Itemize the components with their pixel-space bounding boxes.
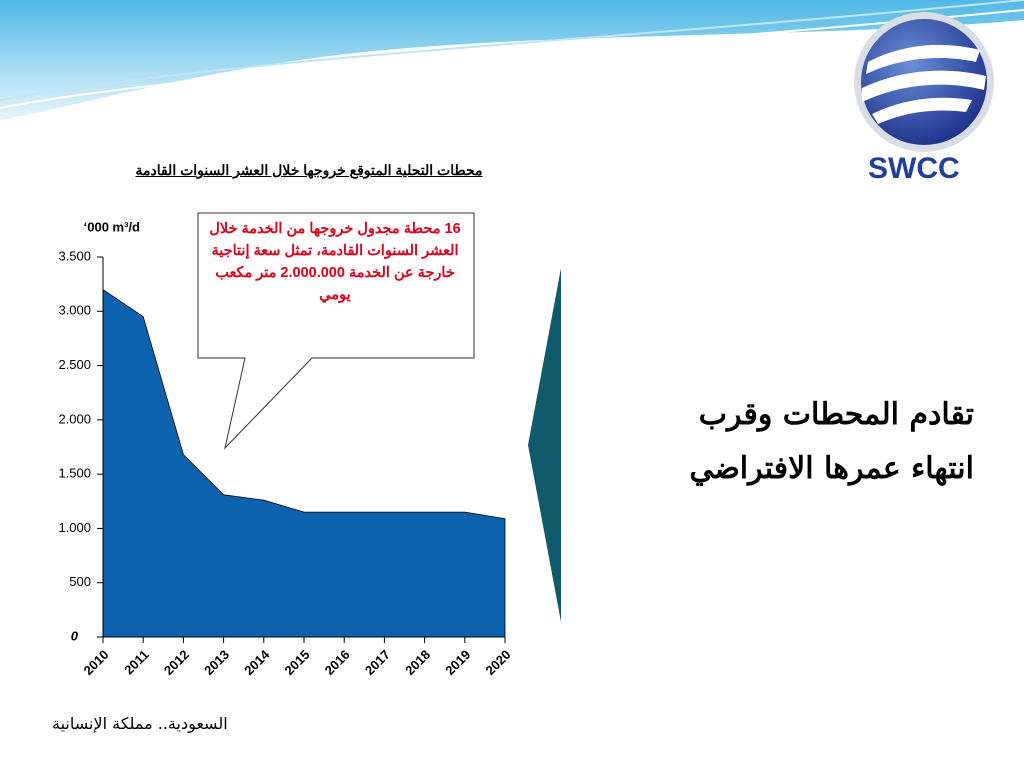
heading-line: تقادم المحطات وقرب: [698, 397, 974, 432]
x-tick-label: 2020: [482, 647, 513, 678]
top-wave: [0, 0, 1024, 120]
x-tick-label: 2016: [322, 647, 353, 678]
y-tick-label: 1.500: [58, 466, 91, 481]
callout-box: [197, 212, 475, 450]
x-tick-label: 2012: [161, 647, 192, 678]
logo-wave: [862, 70, 986, 102]
wave-line: [0, 0, 1024, 101]
y-tick-label: 3.000: [58, 303, 91, 318]
logo-text: SWCC: [868, 152, 960, 185]
logo-wave: [866, 44, 980, 74]
footer: السعودية.. مملكة الإنسانية: [52, 714, 228, 733]
x-tick-label: 2017: [362, 647, 393, 678]
y-tick-label: 2.000: [58, 411, 91, 426]
x-tick-label: 2018: [402, 647, 433, 678]
y-axis-label: ‘000 m³/d: [84, 219, 140, 234]
x-tick-label: 2013: [201, 647, 232, 678]
x-tick-label: 2019: [442, 647, 473, 678]
pointer-shape: [528, 268, 561, 622]
annotation: 16 محطة مجدول خروجها من الخدمة خلال العش…: [209, 221, 461, 303]
chart-title: محطات التحلية المتوقع خروجها خلال العشر …: [135, 162, 483, 178]
x-tick-label: 2011: [121, 647, 152, 678]
y-tick-label: 500: [69, 574, 91, 589]
x-tick-label: 2015: [281, 647, 312, 678]
x-tick-label: 2014: [241, 646, 273, 678]
area: [102, 288, 506, 638]
logo-wave: [872, 97, 972, 124]
y-tick-label: 2.500: [58, 357, 91, 372]
y-tick-label: 0: [71, 628, 79, 643]
x-tick-label: 2010: [80, 647, 111, 678]
heading-line: انتهاء عمرها الافتراضي: [689, 451, 974, 486]
y-tick-label: 1.000: [58, 520, 91, 535]
y-tick-label: 3.500: [58, 248, 91, 263]
wave-line: [0, 9, 1024, 109]
heading: تقادم المحطات وقرب انتهاء عمرها الافتراض…: [554, 388, 974, 496]
